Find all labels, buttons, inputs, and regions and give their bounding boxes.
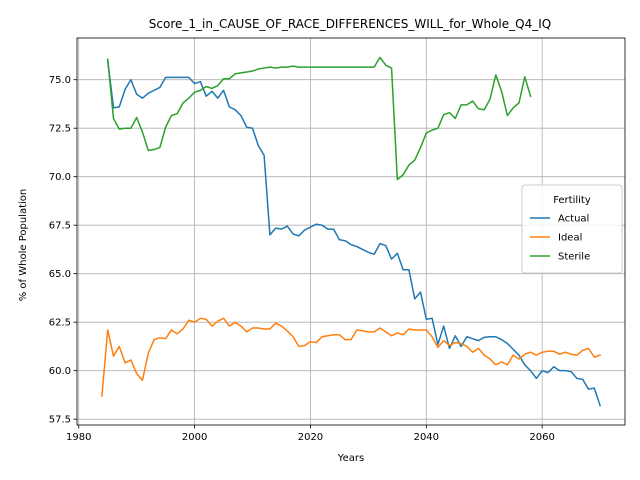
x-tick-label: 1980 [66,432,91,443]
legend-box [521,184,623,274]
x-tick-label: 2020 [298,432,323,443]
y-tick-label: 57.5 [49,415,71,426]
y-tick-label: 65.0 [49,269,71,280]
legend-entry-ideal: Ideal [558,233,582,244]
plot-frame [76,37,626,426]
y-tick-label: 70.0 [49,172,71,183]
y-tick-label: 75.0 [49,75,71,86]
y-tick-label: 62.5 [49,318,71,329]
series-line-sterile [106,56,532,181]
chart-title: Score_1_in_CAUSE_OF_RACE_DIFFERENCES_WIL… [149,17,551,31]
y-axis-ticks: 57.5 60.0 62.5 65.0 67.5 70.0 72.5 75.0 [49,75,77,426]
legend-title: Fertility [553,195,591,206]
series-layer [101,56,602,407]
y-tick-label: 60.0 [49,366,71,377]
legend-entry-actual: Actual [558,214,589,225]
x-tick-label: 2040 [414,432,439,443]
legend: Fertility Actual Ideal Sterile [521,184,623,274]
legend-entry-sterile: Sterile [558,252,590,263]
series-line-actual [106,59,602,407]
y-tick-label: 67.5 [49,221,71,232]
y-tick-label: 72.5 [49,124,71,135]
x-axis-ticks: 1980 2000 2020 2040 2060 [66,425,555,443]
y-axis-label: % of Whole Population [18,189,29,302]
series-line-ideal [101,317,602,397]
x-axis-label: Years [337,453,364,464]
x-tick-label: 2060 [529,432,554,443]
x-tick-label: 2000 [182,432,207,443]
